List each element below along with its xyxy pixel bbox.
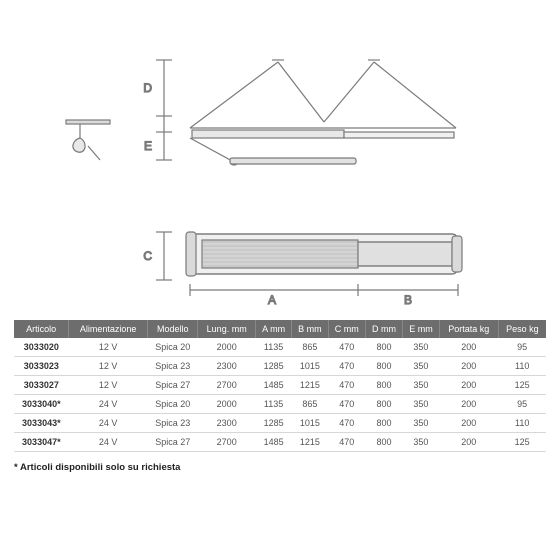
table-cell: 200 xyxy=(439,376,498,395)
table-cell: 200 xyxy=(439,433,498,452)
table-cell: 2300 xyxy=(198,414,256,433)
table-cell: 110 xyxy=(498,414,546,433)
table-cell: Spica 23 xyxy=(148,357,198,376)
table-row: 3033040*24 VSpica 2020001135865470800350… xyxy=(14,395,546,414)
table-cell: 125 xyxy=(498,376,546,395)
table-cell: 800 xyxy=(365,433,402,452)
table-col-header: Lung. mm xyxy=(198,320,256,338)
table-cell: 3033020 xyxy=(14,338,69,357)
diagram-svg: D E xyxy=(14,12,546,312)
table-col-header: Articolo xyxy=(14,320,69,338)
table-cell: Spica 27 xyxy=(148,433,198,452)
table-cell: Spica 23 xyxy=(148,414,198,433)
table-cell: 95 xyxy=(498,338,546,357)
table-cell: 2000 xyxy=(198,338,256,357)
dim-label-A: A xyxy=(268,293,276,307)
table-cell: 1015 xyxy=(292,357,329,376)
table-cell: 470 xyxy=(328,395,365,414)
technical-diagram: D E xyxy=(14,12,546,312)
table-cell: 200 xyxy=(439,414,498,433)
table-cell: 865 xyxy=(292,338,329,357)
table-cell: 3033047* xyxy=(14,433,69,452)
table-col-header: Portata kg xyxy=(439,320,498,338)
table-cell: 24 V xyxy=(69,433,148,452)
table-cell: 865 xyxy=(292,395,329,414)
table-cell: 350 xyxy=(403,433,440,452)
table-cell: 800 xyxy=(365,338,402,357)
footnote: * Articoli disponibili solo su richiesta xyxy=(14,462,546,473)
table-cell: 110 xyxy=(498,357,546,376)
table-col-header: B mm xyxy=(292,320,329,338)
table-cell: 350 xyxy=(403,376,440,395)
table-cell: 3033023 xyxy=(14,357,69,376)
dim-label-D: D xyxy=(143,81,152,95)
table-cell: 2700 xyxy=(198,376,256,395)
table-cell: 1135 xyxy=(256,338,292,357)
table-cell: 12 V xyxy=(69,338,148,357)
table-cell: 350 xyxy=(403,338,440,357)
table-cell: 1485 xyxy=(256,433,292,452)
table-cell: 470 xyxy=(328,376,365,395)
table-cell: Spica 20 xyxy=(148,395,198,414)
table-cell: 800 xyxy=(365,376,402,395)
dim-label-C: C xyxy=(143,249,152,263)
table-cell: 12 V xyxy=(69,376,148,395)
table-row: 303302012 VSpica 20200011358654708003502… xyxy=(14,338,546,357)
table-cell: 1215 xyxy=(292,433,329,452)
table-cell: 200 xyxy=(439,357,498,376)
table-cell: 350 xyxy=(403,395,440,414)
page: D E xyxy=(0,0,560,560)
table-cell: 1135 xyxy=(256,395,292,414)
dim-label-B: B xyxy=(404,293,412,307)
table-cell: Spica 20 xyxy=(148,338,198,357)
table-row: 3033047*24 VSpica 2727001485121547080035… xyxy=(14,433,546,452)
table-row: 3033043*24 VSpica 2323001285101547080035… xyxy=(14,414,546,433)
table-cell: 95 xyxy=(498,395,546,414)
table-cell: 200 xyxy=(439,395,498,414)
table-cell: 2300 xyxy=(198,357,256,376)
table-cell: 470 xyxy=(328,338,365,357)
table-cell: 24 V xyxy=(69,414,148,433)
table-cell: 24 V xyxy=(69,395,148,414)
table-row: 303302712 VSpica 27270014851215470800350… xyxy=(14,376,546,395)
table-cell: 2000 xyxy=(198,395,256,414)
table-cell: 1485 xyxy=(256,376,292,395)
table-cell: 800 xyxy=(365,395,402,414)
table-col-header: Modello xyxy=(148,320,198,338)
table-col-header: A mm xyxy=(256,320,292,338)
table-cell: 125 xyxy=(498,433,546,452)
table-row: 303302312 VSpica 23230012851015470800350… xyxy=(14,357,546,376)
table-cell: 350 xyxy=(403,357,440,376)
table-cell: 3033027 xyxy=(14,376,69,395)
table-cell: 800 xyxy=(365,357,402,376)
table-cell: 1015 xyxy=(292,414,329,433)
table-col-header: C mm xyxy=(328,320,365,338)
table-cell: 2700 xyxy=(198,433,256,452)
table-col-header: D mm xyxy=(365,320,402,338)
table-cell: 1285 xyxy=(256,357,292,376)
table-col-header: Alimentazione xyxy=(69,320,148,338)
dim-label-E: E xyxy=(144,139,152,153)
table-cell: 12 V xyxy=(69,357,148,376)
table-col-header: Peso kg xyxy=(498,320,546,338)
table-cell: 200 xyxy=(439,338,498,357)
table-cell: 1285 xyxy=(256,414,292,433)
table-col-header: E mm xyxy=(403,320,440,338)
table-cell: Spica 27 xyxy=(148,376,198,395)
spec-table-body: 303302012 VSpica 20200011358654708003502… xyxy=(14,338,546,452)
table-cell: 800 xyxy=(365,414,402,433)
spec-table-header: ArticoloAlimentazioneModelloLung. mmA mm… xyxy=(14,320,546,338)
spec-table: ArticoloAlimentazioneModelloLung. mmA mm… xyxy=(14,320,546,452)
table-cell: 470 xyxy=(328,414,365,433)
table-cell: 350 xyxy=(403,414,440,433)
table-cell: 1215 xyxy=(292,376,329,395)
table-cell: 470 xyxy=(328,433,365,452)
table-cell: 470 xyxy=(328,357,365,376)
table-cell: 3033043* xyxy=(14,414,69,433)
table-cell: 3033040* xyxy=(14,395,69,414)
